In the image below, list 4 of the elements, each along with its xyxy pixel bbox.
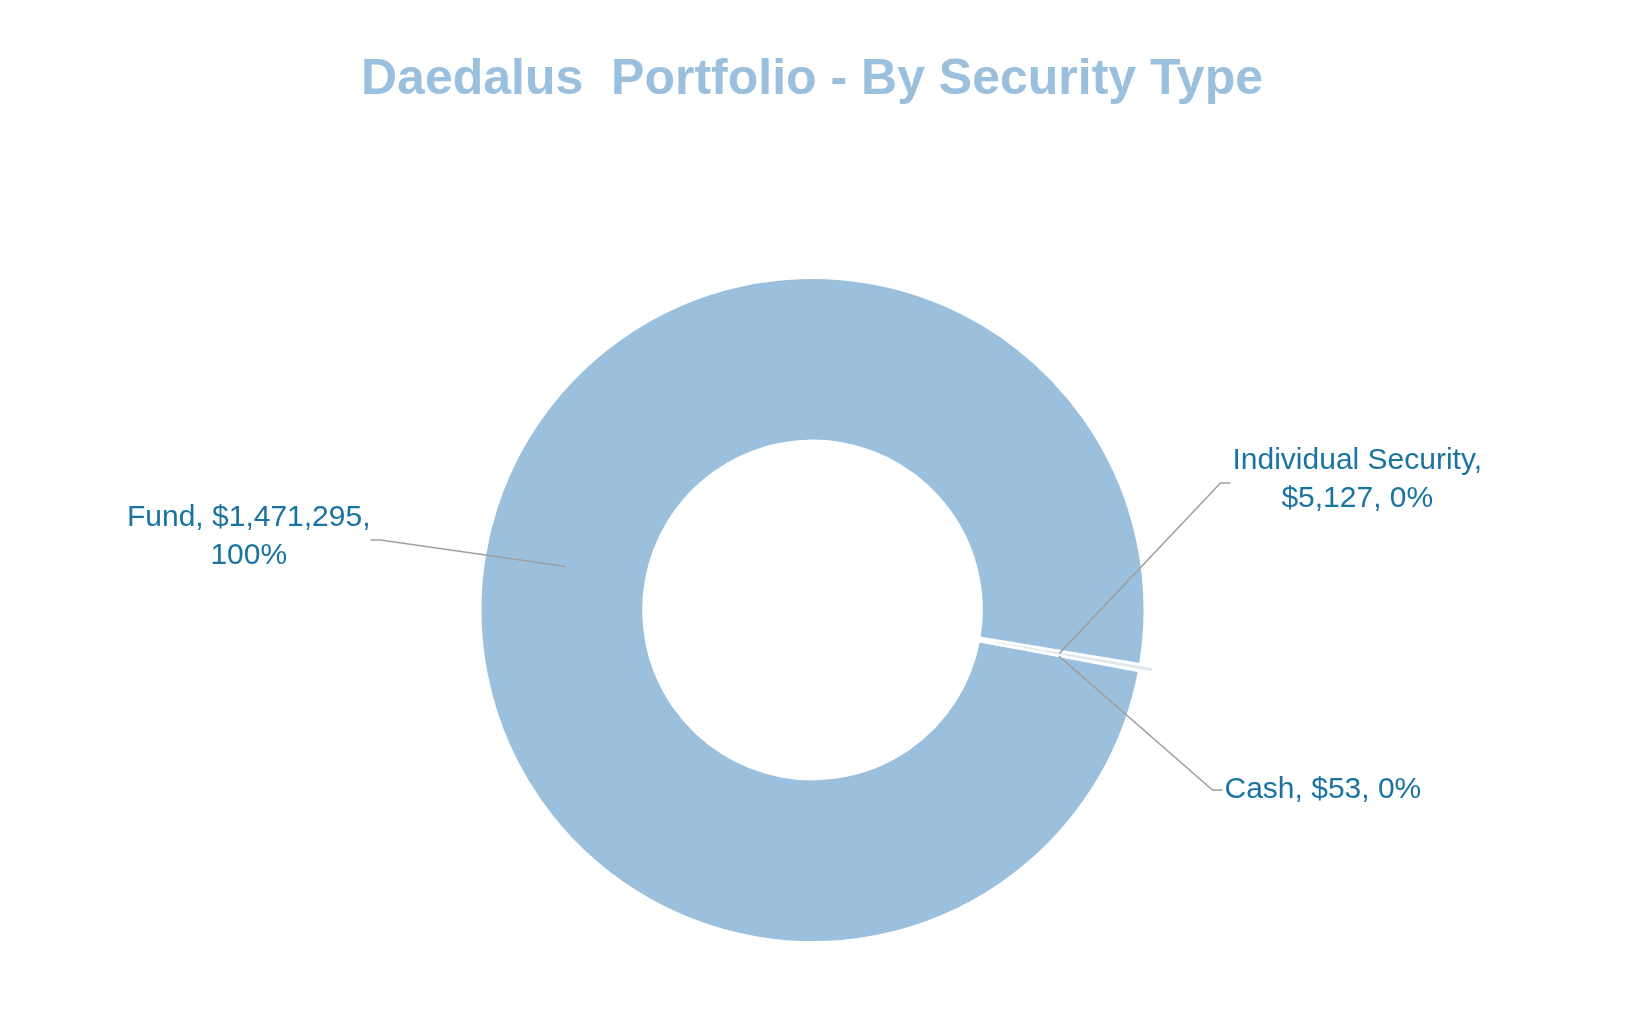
slice-label: Fund, $1,471,295, 100% bbox=[126, 499, 371, 571]
slice-label: Cash, $53, 0% bbox=[1224, 771, 1422, 805]
slice-label: Individual Security, $5,127, 0% bbox=[1232, 442, 1483, 514]
chart-title: Daedalus Portfolio - By Security Type bbox=[360, 48, 1264, 105]
